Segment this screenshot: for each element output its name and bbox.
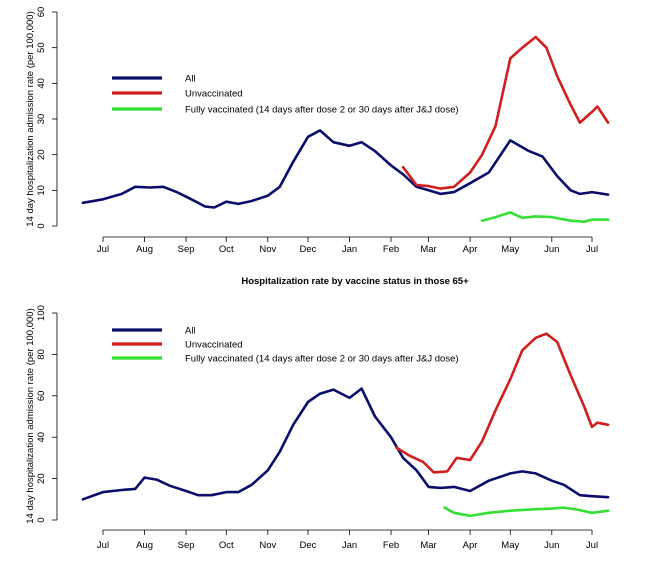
series-line-all [81, 129, 610, 209]
x-tick-label: Apr [463, 244, 478, 255]
legend-label: All [185, 326, 196, 337]
x-tick-label: May [501, 244, 519, 255]
y-tick-label: 100 [36, 305, 47, 321]
x-tick-label: Jun [544, 244, 559, 255]
x-tick-label: Oct [219, 244, 234, 255]
x-tick-label: Mar [420, 540, 436, 551]
y-tick-label: 60 [36, 7, 47, 18]
chart-panel-1: Hospitalization rate by vaccine status i… [25, 276, 610, 551]
x-tick-label: Nov [259, 244, 276, 255]
series-line-fully [443, 506, 610, 518]
y-tick-label: 50 [36, 42, 47, 53]
x-tick-label: Jan [342, 244, 357, 255]
y-tick-label: 10 [36, 185, 47, 196]
series-line-fully [480, 211, 610, 223]
x-tick-label: Sep [178, 244, 195, 255]
x-tick-label: Aug [136, 540, 153, 551]
series-line-all [81, 387, 610, 501]
legend-label: Unvaccinated [185, 89, 243, 100]
y-tick-label: 40 [36, 78, 47, 89]
x-tick-label: Jun [544, 540, 559, 551]
legend-label: All [185, 74, 196, 85]
x-tick-label: Feb [383, 540, 399, 551]
x-tick-label: Jul [97, 244, 109, 255]
series-line-unvaccinated [401, 35, 610, 190]
y-axis-label: 14 day hospitalization admission rate (p… [25, 308, 36, 523]
y-axis-label: 14 day hospitalization admission rate (p… [25, 11, 36, 226]
x-tick-label: Jul [586, 540, 598, 551]
x-tick-label: Nov [259, 540, 276, 551]
x-tick-label: Dec [300, 244, 317, 255]
y-tick-label: 80 [36, 349, 47, 360]
legend-label: Fully vaccinated (14 days after dose 2 o… [185, 105, 459, 116]
legend-label: Unvaccinated [185, 340, 243, 351]
x-tick-label: Jul [97, 540, 109, 551]
y-tick-label: 20 [36, 473, 47, 484]
x-tick-label: Apr [463, 540, 478, 551]
x-tick-label: Mar [420, 244, 436, 255]
x-tick-label: Jan [342, 540, 357, 551]
y-tick-label: 0 [36, 517, 47, 522]
y-tick-label: 20 [36, 149, 47, 160]
x-tick-label: Feb [383, 244, 399, 255]
legend-label: Fully vaccinated (14 days after dose 2 o… [185, 354, 459, 365]
x-tick-label: Jul [586, 244, 598, 255]
y-tick-label: 40 [36, 432, 47, 443]
series-line-unvaccinated [395, 332, 610, 474]
x-tick-label: Oct [219, 540, 234, 551]
y-tick-label: 0 [36, 223, 47, 228]
x-tick-label: Sep [178, 540, 195, 551]
y-tick-label: 60 [36, 391, 47, 402]
x-tick-label: Aug [136, 244, 153, 255]
x-tick-label: Dec [300, 540, 317, 551]
chart-title: Hospitalization rate by vaccine status i… [241, 276, 469, 287]
x-tick-label: May [501, 540, 519, 551]
y-tick-label: 30 [36, 114, 47, 125]
